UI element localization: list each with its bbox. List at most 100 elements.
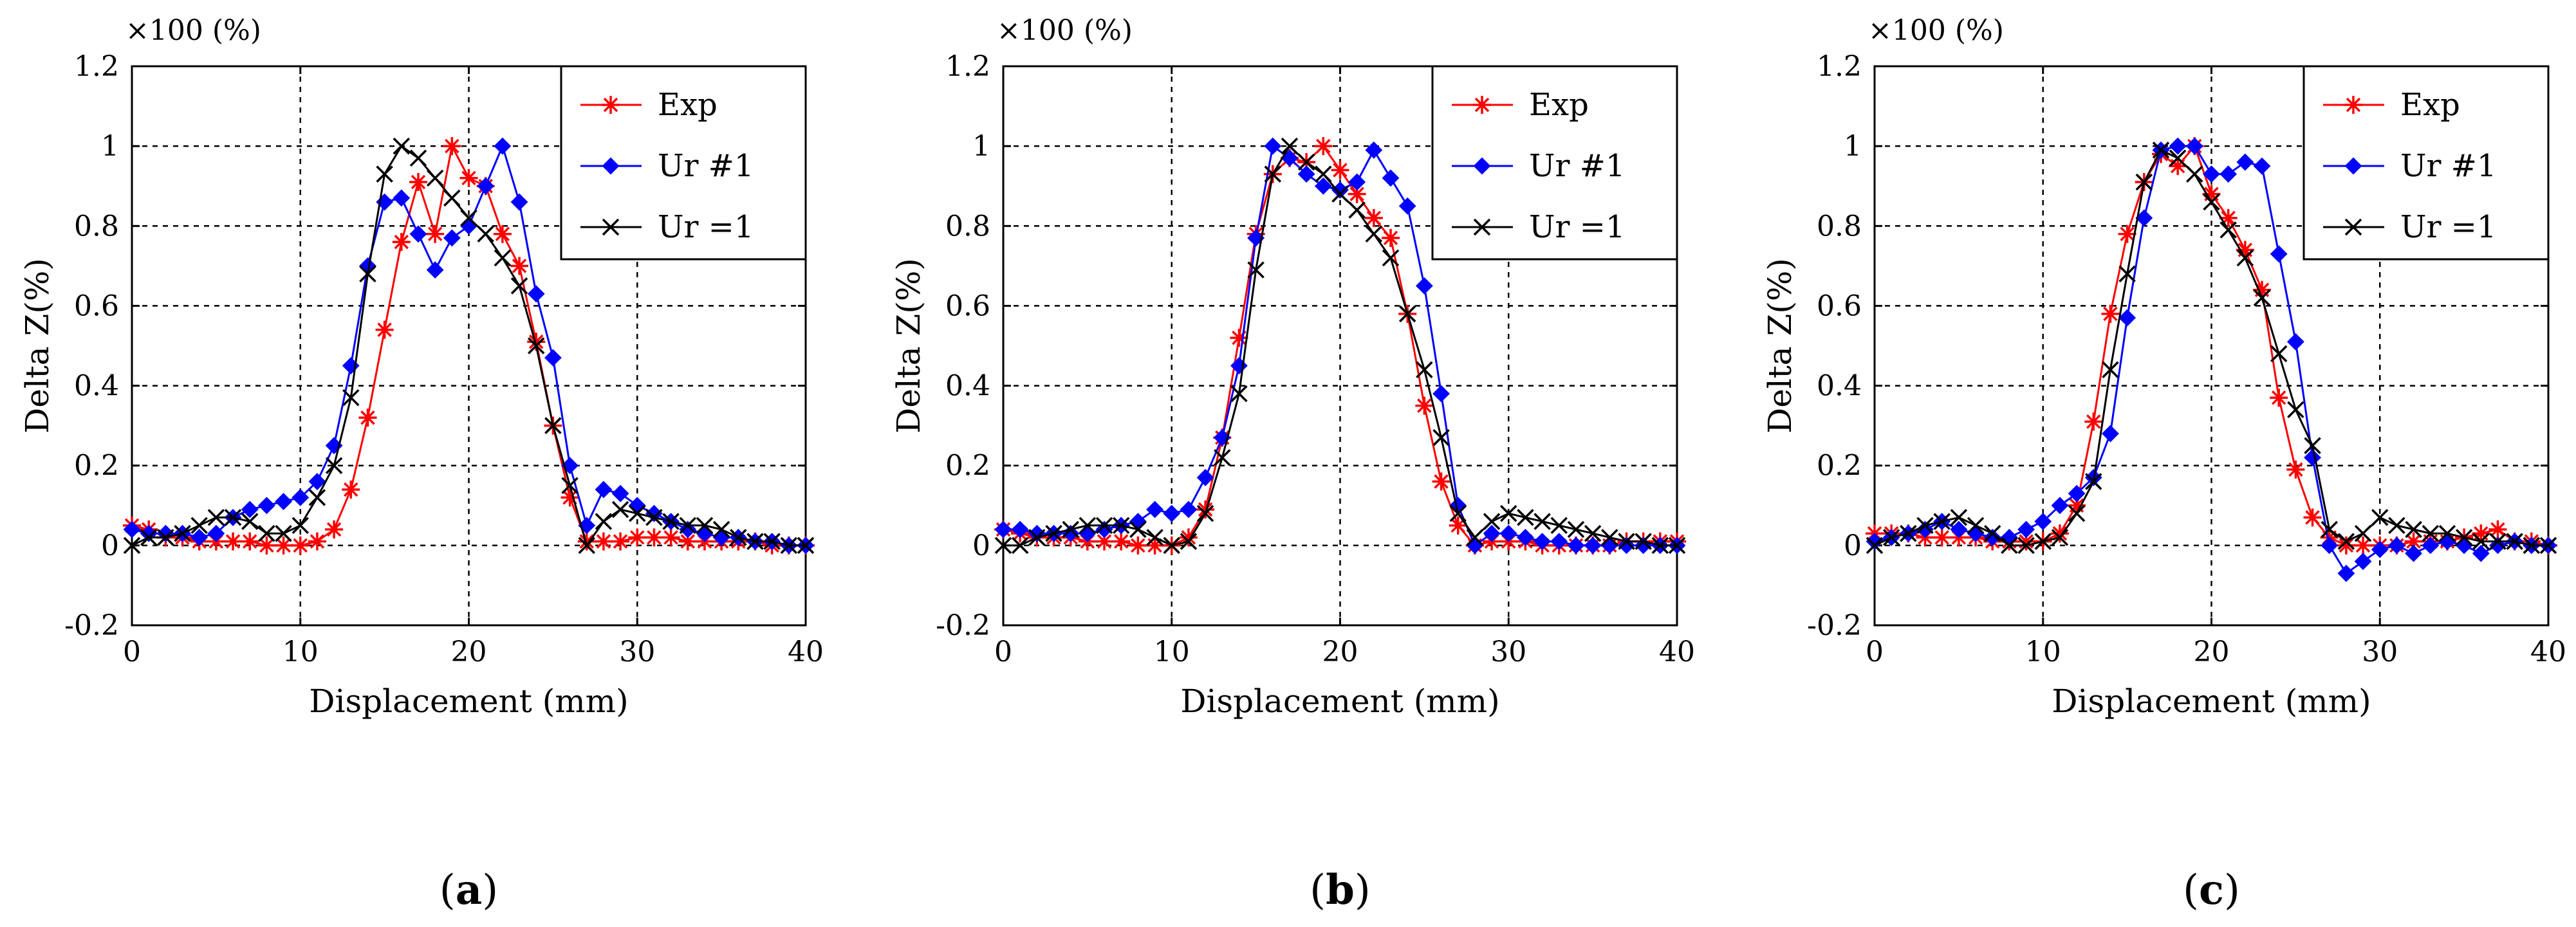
x-marker bbox=[359, 265, 376, 283]
x-marker bbox=[2354, 524, 2372, 542]
diamond-marker bbox=[2236, 153, 2254, 171]
x-marker bbox=[1264, 165, 1282, 183]
x-marker bbox=[1618, 533, 1635, 550]
asterisk-marker bbox=[2101, 304, 2120, 323]
x-marker bbox=[2388, 517, 2405, 535]
diamond-marker bbox=[494, 137, 512, 155]
x-marker bbox=[1933, 513, 1951, 530]
x-marker bbox=[494, 249, 512, 267]
legend-label: Ur #1 bbox=[658, 148, 754, 184]
diamond-marker bbox=[602, 157, 620, 175]
asterisk-marker bbox=[291, 536, 310, 555]
x-marker bbox=[1473, 218, 1491, 236]
x-marker bbox=[292, 517, 309, 535]
x-tick-label: 0 bbox=[123, 636, 141, 668]
x-marker bbox=[2422, 524, 2440, 542]
x-marker bbox=[780, 537, 798, 555]
diamond-marker bbox=[2371, 540, 2389, 558]
diamond-marker bbox=[1483, 524, 1501, 542]
legend-label: Exp bbox=[2400, 87, 2460, 123]
asterisk-marker bbox=[2337, 536, 2355, 555]
asterisk-marker bbox=[2404, 532, 2423, 551]
x-marker bbox=[1668, 537, 1686, 555]
asterisk-marker bbox=[1432, 472, 1450, 491]
caption-letter: a bbox=[456, 866, 482, 914]
y-scale-note: ×100 (%) bbox=[125, 14, 261, 47]
asterisk-marker bbox=[2236, 241, 2254, 259]
x-marker bbox=[2236, 249, 2254, 267]
asterisk-marker bbox=[1364, 208, 1383, 227]
y-axis-label: Delta Z(%) bbox=[890, 258, 927, 434]
x-marker bbox=[797, 537, 815, 555]
y-tick-label: 0.8 bbox=[1817, 210, 1862, 243]
x-marker bbox=[2270, 345, 2288, 363]
diamond-marker bbox=[275, 493, 292, 510]
diamond-marker bbox=[308, 473, 326, 490]
x-marker bbox=[1651, 537, 1669, 555]
asterisk-marker bbox=[358, 408, 377, 427]
x-marker bbox=[2287, 401, 2304, 419]
legend-label: Ur =1 bbox=[658, 209, 754, 245]
x-tick-label: 10 bbox=[283, 636, 319, 668]
asterisk-marker bbox=[224, 532, 243, 551]
x-axis-label: Displacement (mm) bbox=[1180, 683, 1499, 720]
asterisk-marker bbox=[594, 532, 613, 551]
x-marker bbox=[1567, 520, 1585, 538]
x-marker bbox=[190, 517, 208, 535]
asterisk-marker bbox=[2050, 524, 2069, 543]
x-marker bbox=[2371, 509, 2389, 526]
asterisk-marker bbox=[1129, 536, 1147, 555]
x-marker bbox=[994, 537, 1012, 555]
x-marker bbox=[1466, 529, 1484, 546]
x-marker bbox=[1534, 513, 1551, 530]
x-marker bbox=[1028, 529, 1046, 546]
x-marker bbox=[1584, 524, 1602, 542]
diamond-marker bbox=[1365, 141, 1383, 159]
asterisk-marker bbox=[2270, 389, 2288, 407]
x-marker bbox=[1365, 225, 1383, 243]
diamond-marker bbox=[1950, 520, 1968, 538]
diamond-marker bbox=[426, 261, 444, 279]
x-marker bbox=[1416, 361, 1433, 378]
x-marker bbox=[645, 509, 663, 526]
y-tick-label: -0.2 bbox=[64, 609, 119, 642]
x-marker bbox=[712, 520, 730, 538]
legend: Exp Ur #1 Ur =1 bbox=[560, 65, 807, 261]
asterisk-marker bbox=[2169, 157, 2187, 176]
x-marker bbox=[595, 513, 613, 530]
x-marker bbox=[174, 524, 191, 542]
x-marker bbox=[1129, 520, 1147, 538]
legend: Exp Ur #1 Ur =1 bbox=[1431, 65, 1678, 261]
x-marker bbox=[2169, 149, 2187, 167]
asterisk-marker bbox=[392, 233, 411, 252]
diamond-marker bbox=[1550, 533, 1568, 551]
asterisk-marker bbox=[1473, 96, 1491, 114]
x-axis-label: Displacement (mm) bbox=[309, 683, 628, 720]
asterisk-marker bbox=[611, 532, 630, 551]
y-tick-label: -0.2 bbox=[1807, 609, 1862, 642]
asterisk-marker bbox=[1112, 532, 1131, 551]
x-marker bbox=[1214, 449, 1231, 466]
diamond-marker bbox=[1146, 500, 1163, 519]
x-marker bbox=[1247, 261, 1265, 279]
diamond-marker bbox=[595, 481, 613, 499]
diamond-marker bbox=[2034, 513, 2052, 531]
diamond-marker bbox=[2286, 333, 2304, 351]
x-marker bbox=[2438, 524, 2456, 542]
panel-b: 0 10 20 30 40-0.200.20.40.60.811.2×100 (%)Di… bbox=[890, 14, 1695, 914]
asterisk-marker bbox=[527, 333, 546, 351]
asterisk-marker bbox=[426, 225, 445, 243]
x-marker bbox=[2135, 173, 2153, 191]
x-marker bbox=[2489, 533, 2507, 550]
asterisk-marker bbox=[2017, 532, 2035, 551]
x-marker bbox=[2001, 537, 2018, 555]
legend-label: Exp bbox=[1529, 87, 1589, 123]
y-tick-label: -0.2 bbox=[936, 609, 990, 642]
x-marker bbox=[578, 537, 595, 555]
x-marker bbox=[2051, 529, 2069, 546]
asterisk-marker bbox=[342, 480, 360, 499]
x-marker bbox=[1045, 524, 1062, 542]
x-marker bbox=[1449, 504, 1467, 522]
asterisk-marker bbox=[510, 257, 529, 275]
